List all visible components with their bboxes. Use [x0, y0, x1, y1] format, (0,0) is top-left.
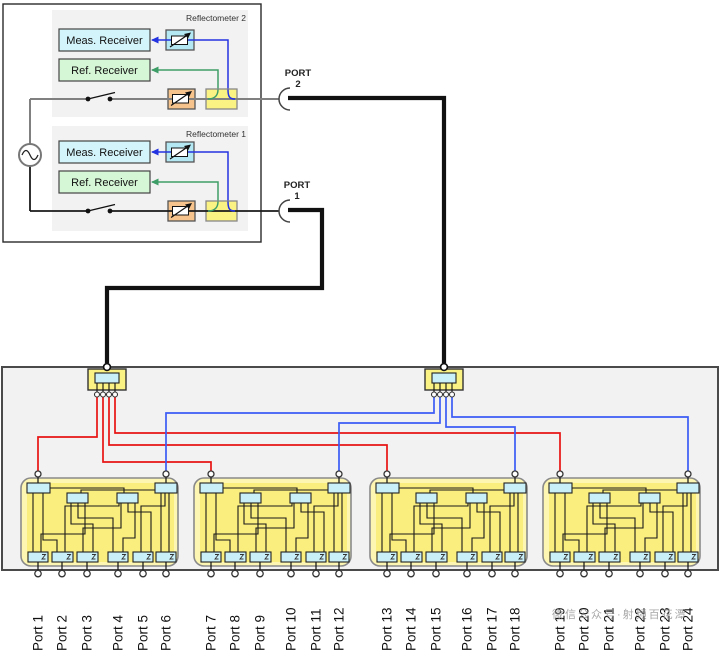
switch-module-2 [193, 470, 352, 578]
port-label: Port 11 [309, 608, 324, 651]
port-label: Port 8 [228, 615, 243, 651]
port-1-cable [104, 207, 325, 363]
ref-receiver-label: Ref. Receiver [71, 65, 138, 77]
watermark: 微信公众号·射频百花潭 [552, 607, 688, 621]
signal-source-icon [18, 143, 42, 167]
port-labels: Port 1 Port 2 Port 3 Port 4 Port 5 Port 6 Port… [31, 607, 696, 651]
ref-receiver-label: Ref. Receiver [71, 177, 138, 189]
cable-connector-left [102, 362, 112, 372]
port-label: Port 13 [380, 607, 395, 651]
port-label: Port 10 [284, 607, 299, 651]
red-distribution-wires [37, 396, 561, 471]
ref-receiver-block [58, 170, 151, 194]
switch-module-1 [20, 470, 179, 578]
port-label: Port 21 [602, 607, 617, 651]
ref-receiver-block [58, 58, 151, 82]
port-2-connector [278, 87, 291, 111]
port-label: Port 7 [204, 615, 219, 651]
port-label: Port 23 [658, 607, 673, 651]
switch-module-3 [369, 470, 528, 578]
cable-connector-right [439, 362, 449, 372]
port-1-connector [278, 199, 291, 223]
port-2-label: PORT [285, 68, 312, 79]
port-label: Port 4 [111, 614, 126, 651]
blue-arrowhead [151, 148, 159, 156]
reflectometer-1: Reflectometer 1 Meas. Receiver Ref. Rece… [29, 126, 279, 231]
reflectometer-2-title: Reflectometer 2 [186, 13, 246, 23]
port-1-number: 1 [294, 191, 300, 202]
vna-unit: Reflectometer 2 Meas. Receiver Ref. Rece… [2, 3, 279, 243]
test-ports: PORT 2 PORT 1 [102, 68, 449, 372]
meas-receiver-label: Meas. Receiver [66, 35, 143, 47]
port-2-number: 2 [295, 79, 300, 90]
reflectometer-1-title: Reflectometer 1 [186, 129, 246, 139]
reflectometer-2: Reflectometer 2 Meas. Receiver Ref. Rece… [29, 10, 279, 144]
port-label: Port 17 [485, 607, 500, 651]
port-2-cable [288, 95, 447, 363]
rf-switch-icon [85, 91, 116, 102]
port-label: Port 1 [31, 615, 46, 651]
meas-receiver-label: Meas. Receiver [66, 147, 143, 159]
port-label: Port 24 [681, 607, 696, 651]
port-label: Port 18 [508, 607, 523, 651]
port-label: Port 15 [429, 607, 444, 651]
port-1-label: PORT [284, 180, 311, 191]
green-arrowhead [151, 66, 159, 74]
port-label: Port 20 [577, 607, 592, 651]
blue-distribution-wires [165, 396, 689, 471]
meas-receiver-block [58, 28, 151, 52]
meas-receiver-block [58, 140, 151, 164]
port-label: Port 16 [460, 607, 475, 651]
port-label: Port 12 [332, 607, 347, 651]
switch-module-4 [542, 470, 701, 578]
port-label: Port 22 [633, 607, 648, 651]
green-arrowhead [151, 178, 159, 186]
switch-matrix [1, 366, 719, 578]
port-label: Port 5 [136, 615, 151, 651]
blue-arrowhead [151, 36, 159, 44]
port-label: Port 14 [404, 607, 419, 651]
port-label: Port 3 [80, 615, 95, 651]
port-label: Port 2 [55, 615, 70, 651]
rf-switch-icon [85, 203, 116, 214]
port-label: Port 6 [159, 615, 174, 651]
port-label: Port 9 [253, 615, 268, 651]
port-label: Port 19 [553, 607, 568, 651]
